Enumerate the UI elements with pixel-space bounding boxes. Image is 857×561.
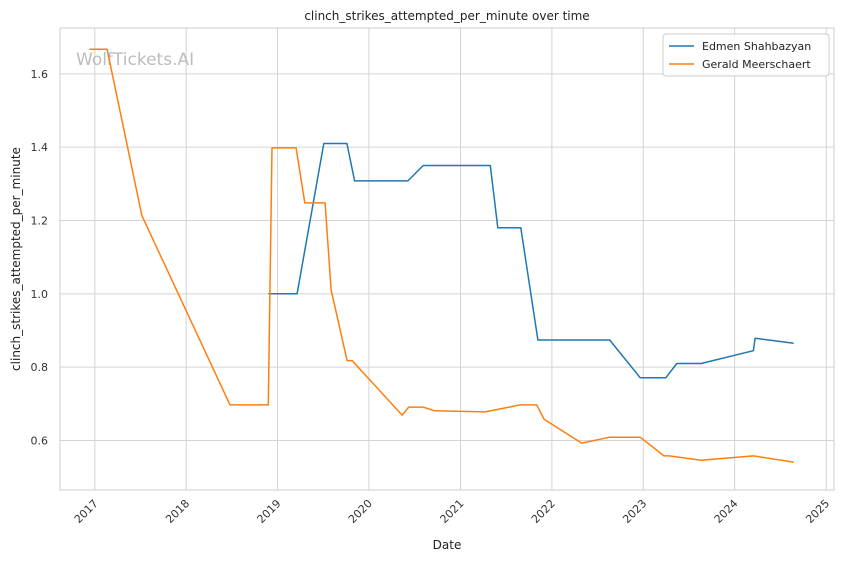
x-axis-title: Date — [433, 538, 462, 552]
y-tick-label: 1.6 — [31, 68, 49, 81]
series-line-2 — [89, 48, 794, 463]
watermark: WolfTickets.AI — [76, 50, 194, 70]
x-tick-label: 2017 — [72, 497, 101, 526]
y-tick-label: 1.4 — [31, 141, 49, 154]
x-tick-label: 2019 — [255, 497, 284, 526]
series-layer — [89, 48, 794, 463]
y-tick-label: 1.2 — [31, 215, 49, 228]
plot-area — [59, 27, 835, 491]
grid-layer — [60, 28, 834, 490]
chart-title: clinch_strikes_attempted_per_minute over… — [304, 9, 589, 23]
x-tick-label: 2021 — [438, 497, 467, 526]
x-tick-label: 2023 — [620, 497, 649, 526]
legend-label-series-2: Gerald Meerschaert — [702, 58, 811, 71]
y-tick-label: 1.0 — [31, 288, 49, 301]
x-tick-labels: 2017 2018 2019 2020 2021 2022 2023 2024 2025 — [72, 497, 832, 526]
y-tick-label: 0.6 — [31, 435, 49, 448]
x-tick-label: 2020 — [346, 497, 375, 526]
x-tick-label: 2018 — [163, 497, 192, 526]
y-tick-labels: 0.6 0.8 1.0 1.2 1.4 1.6 — [31, 68, 49, 448]
legend-box — [662, 33, 830, 77]
series-line-1 — [268, 142, 794, 379]
y-axis-title: clinch_strikes_attempted_per_minute — [9, 147, 23, 371]
x-tick-label: 2024 — [712, 497, 741, 526]
x-tick-label: 2022 — [529, 497, 558, 526]
x-tick-label: 2025 — [803, 497, 832, 526]
legend-label-series-1: Edmen Shahbazyan — [702, 40, 811, 53]
legend: Edmen Shahbazyan Gerald Meerschaert — [662, 33, 830, 77]
y-tick-label: 0.8 — [31, 361, 49, 374]
